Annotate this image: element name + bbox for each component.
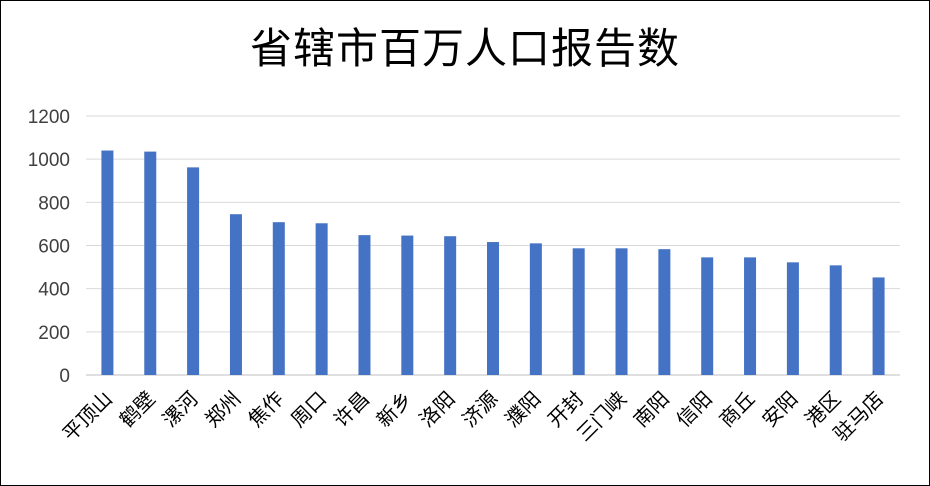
bar: [872, 277, 885, 375]
x-tick-label: 焦作: [243, 387, 288, 432]
bar: [444, 236, 457, 375]
y-tick-label: 200: [38, 323, 70, 344]
bar: [529, 243, 542, 375]
bar: [401, 235, 414, 375]
x-tick-label: 洛阳: [414, 387, 459, 432]
x-tick-label: 平顶山: [58, 387, 117, 446]
bar: [487, 242, 499, 375]
bar: [144, 151, 157, 375]
bar: [315, 223, 328, 375]
bar: [744, 257, 757, 375]
bar: [572, 248, 585, 375]
x-tick-label: 周口: [286, 387, 331, 432]
bar: [615, 248, 628, 375]
bar: [358, 235, 371, 375]
bar: [229, 214, 242, 375]
x-tick-label: 濮阳: [500, 387, 545, 432]
x-tick-label: 驻马店: [829, 387, 888, 446]
x-tick-label: 漯河: [157, 387, 202, 432]
x-tick-label: 郑州: [200, 387, 245, 432]
bars: [101, 150, 885, 375]
x-tick-label: 许昌: [329, 387, 374, 432]
bar: [701, 257, 714, 375]
x-tick-label: 南阳: [629, 387, 674, 432]
x-tick-label: 新乡: [372, 387, 417, 432]
y-tick-label: 600: [38, 237, 70, 258]
x-tick-label: 商丘: [714, 387, 759, 432]
bar: [786, 262, 799, 375]
chart-title: 省辖市百万人口报告数: [249, 24, 680, 73]
bar: [829, 265, 842, 375]
bar: [658, 249, 671, 375]
bar: [272, 222, 285, 375]
y-tick-label: 800: [38, 193, 70, 214]
x-tick-label: 信阳: [671, 387, 716, 432]
x-tick-label: 三门峡: [572, 387, 631, 446]
bar: [187, 167, 200, 375]
y-tick-label: 400: [38, 280, 70, 301]
y-tick-label: 1000: [28, 150, 70, 171]
y-axis: 0 200 400 600 800 1000 1200: [28, 107, 70, 387]
y-tick-label: 1200: [28, 107, 70, 128]
x-axis: 平顶山鹤壁漯河郑州焦作周口许昌新乡洛阳济源濮阳开封三门峡南阳信阳商丘安阳港区驻马…: [58, 387, 889, 446]
bar: [101, 150, 114, 375]
x-tick-label: 安阳: [757, 387, 802, 432]
x-tick-label: 济源: [457, 387, 502, 432]
x-tick-label: 鹤壁: [115, 387, 160, 432]
y-tick-label: 0: [59, 366, 70, 387]
